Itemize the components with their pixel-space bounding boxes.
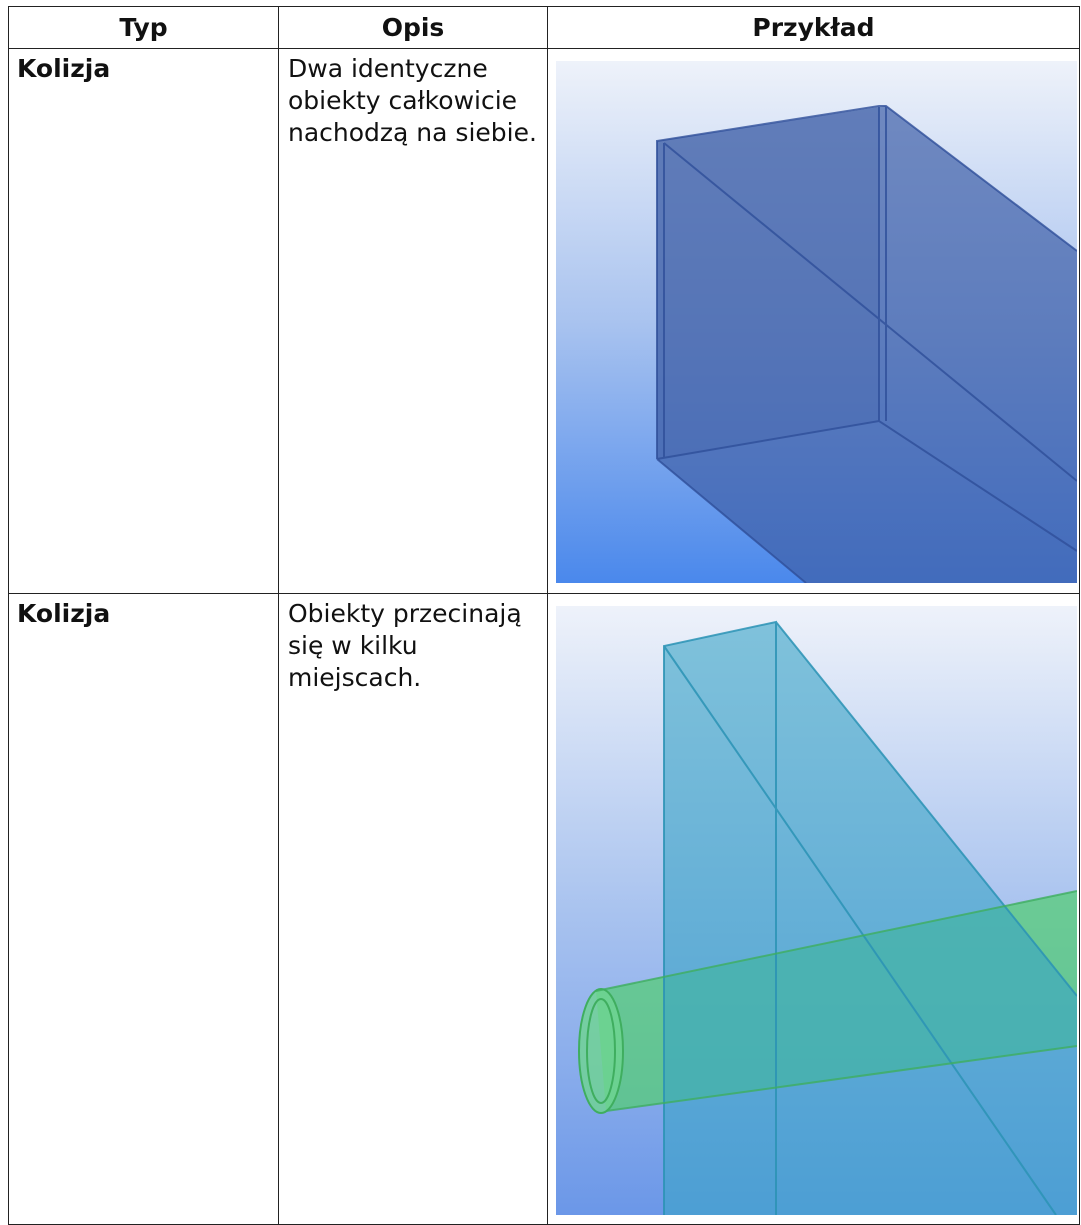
description-cell: Dwa identyczne obiekty całkowicie nachod…	[278, 48, 548, 594]
description-cell: Obiekty przecinają się w kilku miejscach…	[278, 593, 548, 1225]
clash-table: Typ Opis Przykład Kolizja Dwa identyczne…	[8, 6, 1080, 1225]
header-cell: Typ	[8, 6, 279, 49]
example-image	[556, 61, 1077, 583]
header-row: Typ Opis Przykład	[8, 6, 1080, 49]
type-cell: Kolizja	[8, 48, 279, 594]
example-image	[556, 606, 1077, 1215]
header-cell: Opis	[278, 6, 548, 49]
row: Kolizja Obiekty przecinają się w kilku m…	[8, 593, 1080, 1225]
header-cell: Przykład	[547, 6, 1080, 49]
row: Kolizja Dwa identyczne obiekty całkowici…	[8, 48, 1080, 594]
example-cell	[547, 593, 1080, 1225]
type-cell: Kolizja	[8, 593, 279, 1225]
example-cell	[547, 48, 1080, 594]
